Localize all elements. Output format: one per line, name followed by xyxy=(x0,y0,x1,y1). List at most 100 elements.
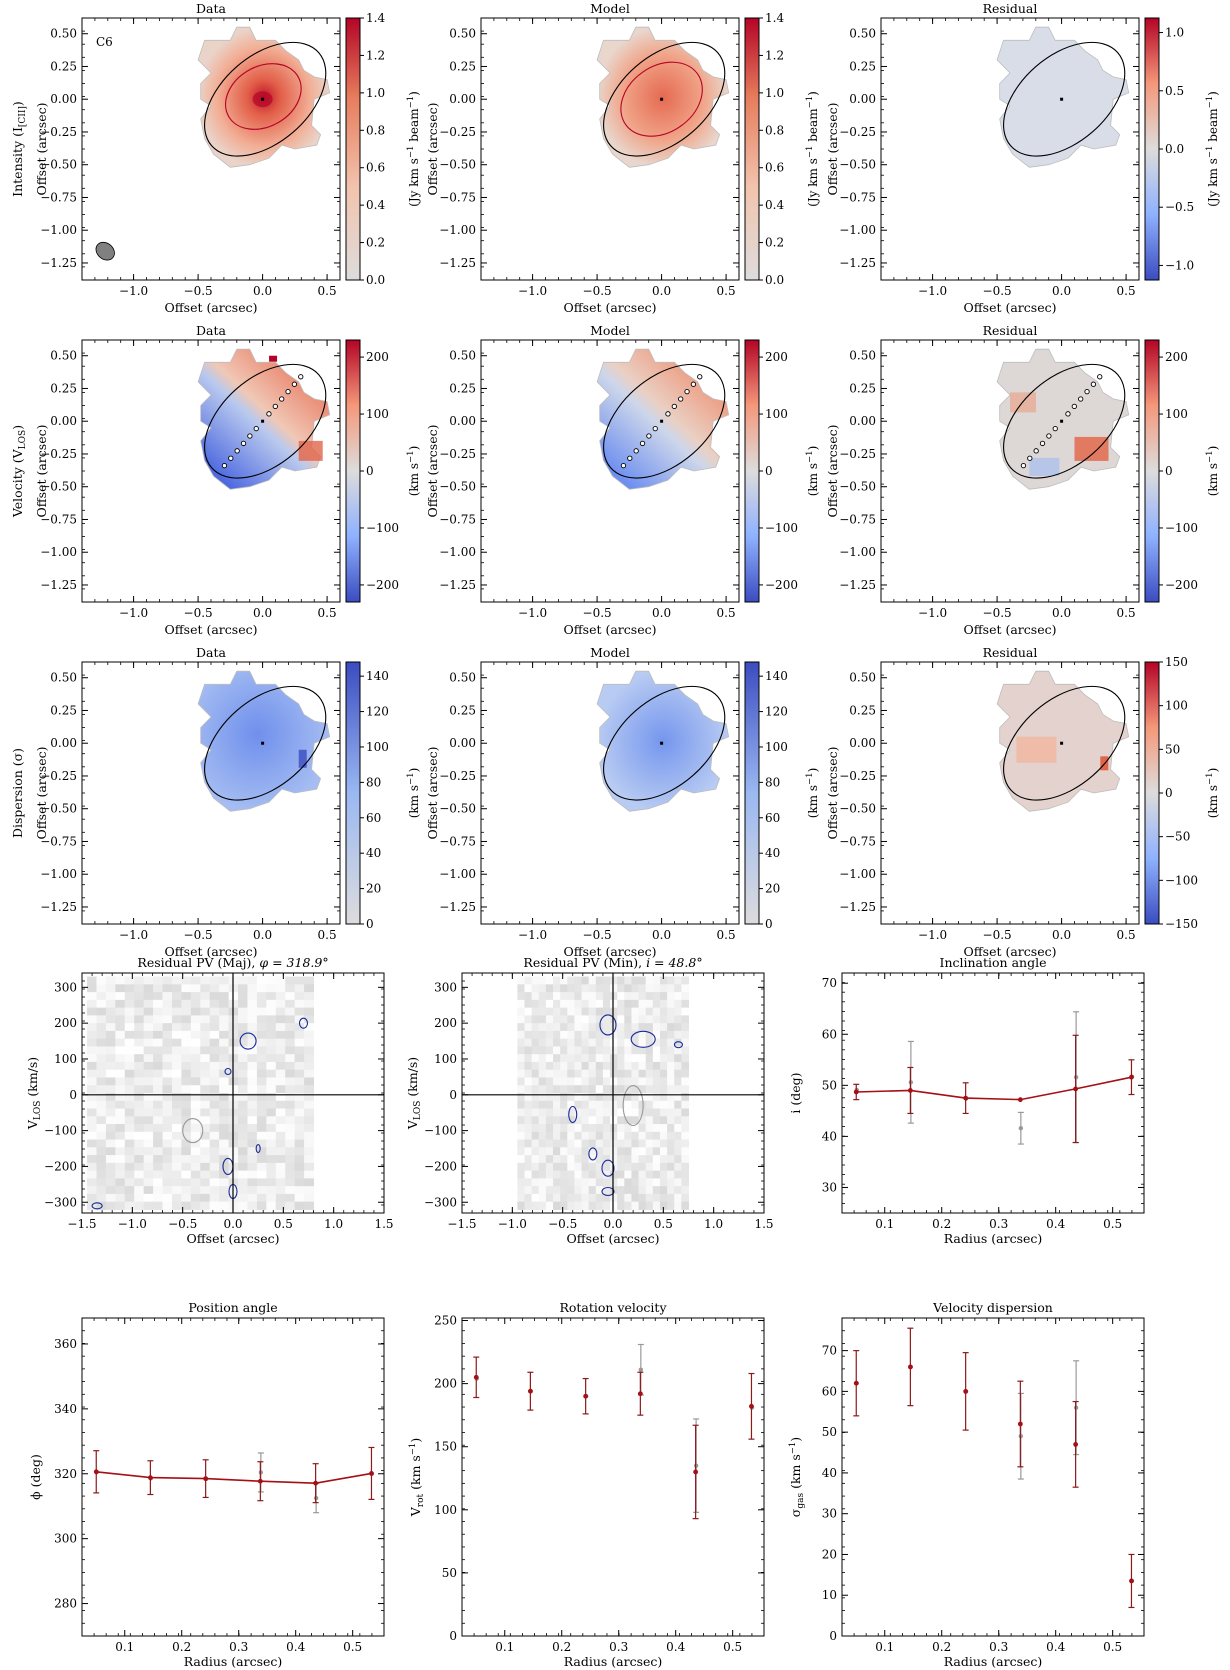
y-tick-label: −0.50 xyxy=(839,158,876,172)
pv-cell xyxy=(617,1139,625,1148)
pv-cell xyxy=(105,1077,116,1086)
colorbar-tick-label: −100 xyxy=(1165,873,1198,887)
pv-cell xyxy=(124,1186,135,1195)
pv-cell xyxy=(617,1061,625,1071)
y-axis-label: i (deg) xyxy=(788,1072,803,1113)
pv-cell xyxy=(171,1093,182,1102)
pv-cell xyxy=(134,984,145,993)
y-tick-label: −0.75 xyxy=(40,834,77,848)
x-tick-label: −0.5 xyxy=(583,606,612,620)
pv-cell xyxy=(567,1193,575,1203)
pv-cell xyxy=(681,976,689,985)
pv-cell xyxy=(645,1100,654,1110)
beam-ellipse xyxy=(95,241,115,261)
pv-cell xyxy=(531,1030,540,1040)
pv-cell xyxy=(256,1077,267,1086)
pv-cell xyxy=(595,999,604,1009)
pv-cell xyxy=(638,1077,647,1086)
pv-cell xyxy=(624,1193,632,1203)
pv-cell xyxy=(652,1023,661,1032)
pv-cell xyxy=(171,1147,182,1156)
colorbar-tick-label: 1.2 xyxy=(765,48,784,62)
pv-cell xyxy=(581,1193,590,1203)
pv-cell xyxy=(266,1015,277,1024)
pv-cell xyxy=(574,1139,583,1148)
pv-cell xyxy=(517,1007,525,1016)
pv-cell xyxy=(659,1093,668,1102)
pv-cell xyxy=(124,1155,135,1164)
pv-cell xyxy=(617,1023,625,1032)
ring-center-point xyxy=(1071,403,1077,410)
pv-cell xyxy=(238,999,248,1009)
pv-cell xyxy=(96,1007,107,1016)
pv-cell xyxy=(171,1193,182,1203)
pv-cell xyxy=(602,1046,611,1055)
pv-cell xyxy=(667,999,675,1009)
pv-cell xyxy=(588,1155,597,1164)
pv-cell xyxy=(200,1131,211,1141)
pv-cell xyxy=(247,1131,258,1141)
colorbar-tick-label: 20 xyxy=(765,882,780,896)
y-tick-label: 0.25 xyxy=(849,59,876,73)
pv-cell xyxy=(545,1069,554,1078)
pv-cell xyxy=(652,1186,661,1195)
pv-cell xyxy=(631,1100,640,1110)
pv-cell xyxy=(115,1155,126,1164)
pv-cell xyxy=(553,1201,561,1210)
pv-cell xyxy=(87,1085,97,1094)
x-tick-label: 1.0 xyxy=(704,1217,723,1231)
colorbar-tick-label: 60 xyxy=(765,811,780,825)
pv-cell xyxy=(219,999,230,1009)
pv-cell xyxy=(275,1093,286,1102)
pv-cell xyxy=(567,1007,575,1016)
colorbar-label: (Jy km s−1 beam−1) xyxy=(805,91,820,207)
pv-cell xyxy=(304,1116,315,1125)
pv-cell xyxy=(153,1201,164,1210)
ring-center-point xyxy=(652,425,658,432)
colorbar-tick-label: 140 xyxy=(366,669,389,683)
pv-cell xyxy=(124,1108,135,1117)
pv-cell xyxy=(617,1162,625,1172)
pv-cell xyxy=(674,1124,682,1133)
pv-cell xyxy=(285,1046,296,1055)
pv-cell xyxy=(209,984,220,993)
data-point xyxy=(749,1403,754,1409)
pv-cell xyxy=(659,1007,668,1016)
pv-cell xyxy=(190,1162,201,1172)
pv-cell xyxy=(285,1100,296,1110)
y-tick-label: −0.75 xyxy=(439,512,476,526)
colorbar-tick-label: 0.0 xyxy=(765,273,784,287)
pv-cell xyxy=(285,1186,296,1195)
pv-cell xyxy=(531,1046,540,1055)
pv-cell xyxy=(143,976,154,985)
pv-cell xyxy=(219,1100,230,1110)
pv-cell xyxy=(574,976,583,985)
pv-cell xyxy=(624,992,632,1001)
fit-line xyxy=(96,1471,372,1485)
pv-cell xyxy=(674,1147,682,1156)
data-point xyxy=(1129,1074,1134,1080)
pv-cell xyxy=(553,1193,561,1203)
x-axis-label: Offset (arcsec) xyxy=(964,622,1057,637)
pv-cell xyxy=(134,1201,145,1210)
pv-cell xyxy=(581,1186,590,1195)
pv-cell xyxy=(153,1077,164,1086)
pv-cell xyxy=(524,1093,533,1102)
pv-cell xyxy=(602,1108,611,1117)
pv-cell xyxy=(275,992,286,1001)
colorbar xyxy=(1144,661,1160,925)
pv-cell xyxy=(238,1193,248,1203)
y-tick-label: −0.25 xyxy=(40,447,77,461)
pv-cell xyxy=(105,1015,116,1024)
pv-cell xyxy=(574,1162,583,1172)
pv-cell xyxy=(200,1023,211,1032)
pv-cell xyxy=(659,1038,668,1047)
pv-cell xyxy=(595,1162,604,1172)
pv-cell xyxy=(256,1007,267,1016)
pv-cell xyxy=(190,1061,201,1071)
pv-cell xyxy=(266,999,277,1009)
pv-cell xyxy=(681,1077,689,1086)
x-axis-label: Offset (arcsec) xyxy=(564,622,657,637)
pv-cell xyxy=(87,999,97,1009)
pv-cell xyxy=(545,1116,554,1125)
